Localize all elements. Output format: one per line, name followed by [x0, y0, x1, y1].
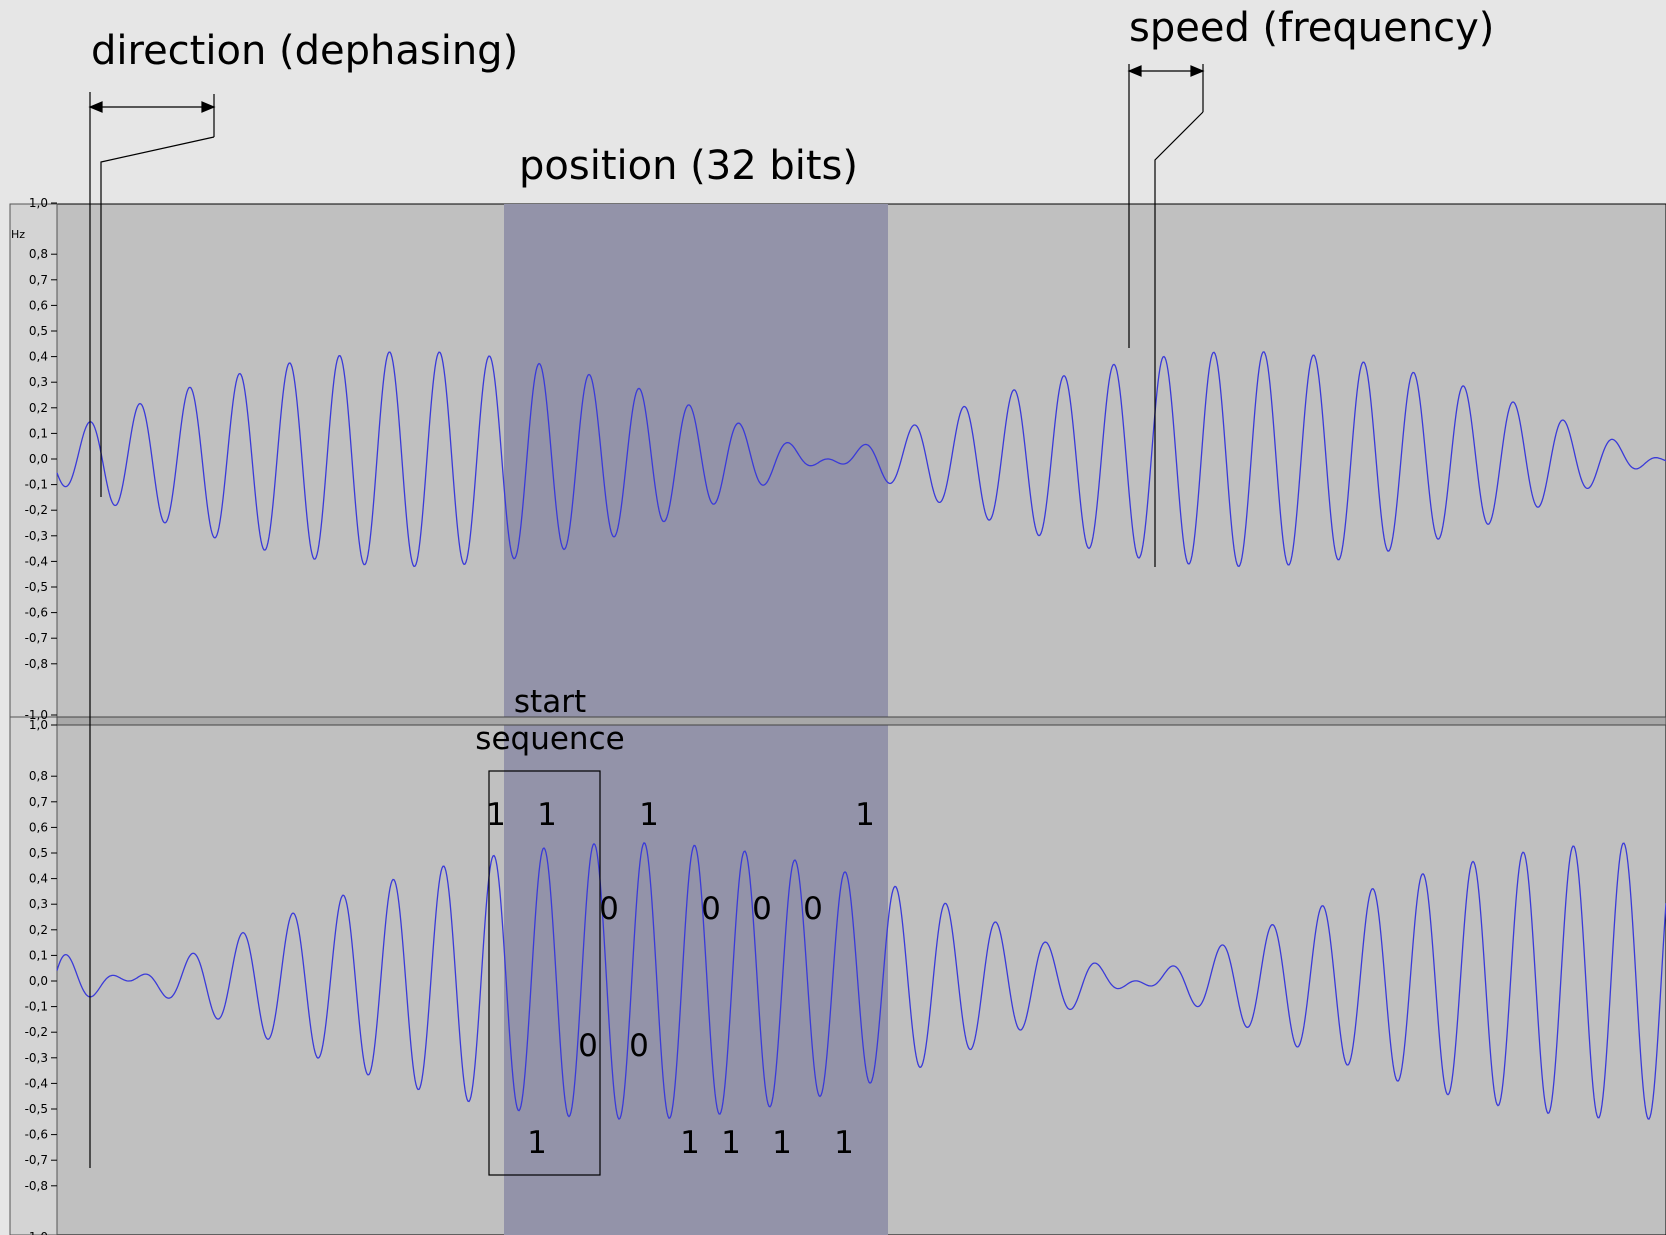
ruler-tick-label: -0,7	[25, 1153, 48, 1167]
ruler-tick-label: -0,6	[25, 606, 48, 620]
ruler-tick-label: 0,6	[29, 298, 48, 312]
ruler-tick-label: 0,1	[29, 948, 48, 962]
bit-label: 0	[803, 891, 823, 927]
bit-label: 1	[834, 1125, 854, 1161]
bottom-waveform	[56, 842, 1666, 1121]
ruler-tick-label: 0,3	[29, 375, 48, 389]
bit-label: 1	[772, 1125, 792, 1161]
bit-label: 0	[599, 891, 619, 927]
ruler-tick-label: -0,1	[25, 478, 48, 492]
ruler-tick-label: -0,4	[25, 554, 48, 568]
speed-annotation	[1127, 64, 1205, 567]
top-waveform	[56, 351, 1666, 568]
ruler-tick-label: 0,7	[29, 273, 48, 287]
ruler-tick-label: 0,2	[29, 923, 48, 937]
start-sequence-label-line2: sequence	[475, 721, 624, 757]
ruler-tick-label: 0,5	[29, 324, 48, 338]
ruler-tick-label: -0,6	[25, 1128, 48, 1142]
bit-label: 0	[629, 1028, 649, 1064]
ruler-tick-label: -0,8	[25, 657, 48, 671]
direction-label: direction (dephasing)	[91, 28, 518, 74]
start-sequence-box	[488, 770, 601, 1176]
ruler-tick-label: 0,4	[29, 350, 48, 364]
top-ruler	[9, 203, 58, 718]
ruler-tick-label: -0,3	[25, 529, 48, 543]
ruler-tick-label: -0,7	[25, 631, 48, 645]
ruler-tick-label: 1,0	[29, 196, 48, 210]
bit-label: 0	[701, 891, 721, 927]
bit-label: 1	[486, 797, 506, 833]
bit-label: 0	[752, 891, 772, 927]
direction-annotation	[88, 92, 216, 1168]
ruler-tick-label: 1,0	[29, 718, 48, 732]
ruler-tick-label: 0,6	[29, 820, 48, 834]
ruler-tick-label: -0,2	[25, 1025, 48, 1039]
ruler-tick-label: 0,7	[29, 795, 48, 809]
bit-label: 0	[578, 1028, 598, 1064]
ruler-tick-label: -0,2	[25, 503, 48, 517]
ruler-tick-label: 0,8	[29, 247, 48, 261]
ruler-tick-label: -0,4	[25, 1076, 48, 1090]
ruler-tick-label: 0,5	[29, 846, 48, 860]
ruler-tick-label: -1,0	[25, 708, 48, 722]
bit-label: 1	[537, 797, 557, 833]
top-ruler-unit-label: Hz	[11, 228, 25, 241]
ruler-tick-label: -0,5	[25, 1102, 48, 1116]
ruler-tick-label: -0,3	[25, 1051, 48, 1065]
ruler-tick-label: 0,0	[29, 974, 48, 988]
speed-label: speed (frequency)	[1129, 5, 1494, 51]
ruler-tick-label: 0,8	[29, 769, 48, 783]
ruler-tick-label: -0,8	[25, 1179, 48, 1193]
bit-label: 1	[855, 797, 875, 833]
position-label: position (32 bits)	[519, 143, 858, 189]
bit-label: 1	[721, 1125, 741, 1161]
bit-label: 1	[680, 1125, 700, 1161]
bottom-ruler	[9, 716, 58, 1235]
bit-label: 1	[639, 797, 659, 833]
top-ruler-ticks: 1,0 0,8 0,7 0,6 0,5 0,4 0,3 0,2 0,1 0,0 -0,1 -0,2 -0…	[25, 196, 57, 722]
bit-label: 1	[527, 1125, 547, 1161]
ruler-tick-label: 0,1	[29, 426, 48, 440]
ruler-tick-label: -0,1	[25, 1000, 48, 1014]
start-sequence-label-line1: start	[514, 684, 586, 720]
ruler-tick-label: 0,0	[29, 452, 48, 466]
ruler-tick-label: -1,0	[25, 1230, 48, 1235]
ruler-tick-label: 0,4	[29, 872, 48, 886]
ruler-tick-label: 0,2	[29, 401, 48, 415]
ruler-tick-label: 0,3	[29, 897, 48, 911]
bottom-ruler-ticks: 1,0 0,8 0,7 0,6 0,5 0,4 0,3 0,2 0,1 0,0 -0,1 -0,2 -0…	[25, 718, 57, 1235]
ruler-tick-label: -0,5	[25, 580, 48, 594]
track-separator	[56, 716, 1666, 726]
